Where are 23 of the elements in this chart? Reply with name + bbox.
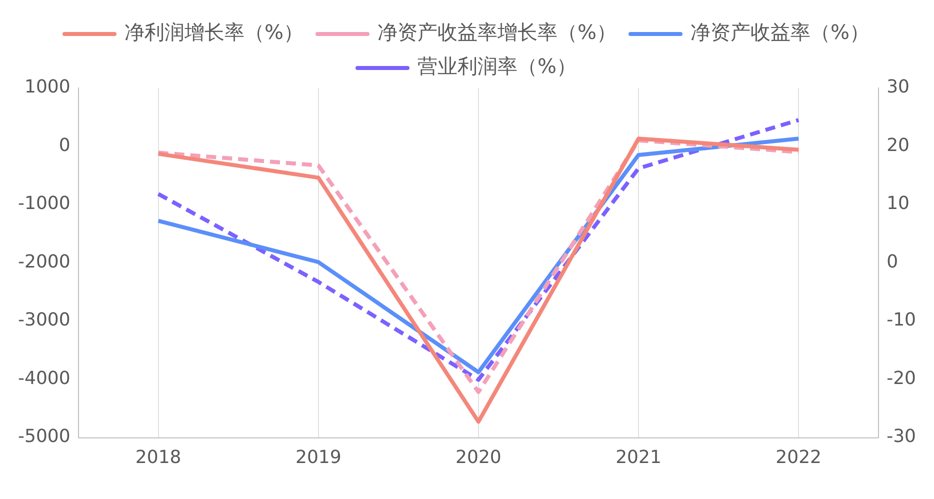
y-tick-label: -1000	[18, 193, 70, 214]
y2-tick-label: 0	[886, 251, 898, 272]
y-tick-label: -4000	[18, 368, 70, 389]
x-tick-label: 2018	[135, 446, 182, 468]
y2-tick-label: 20	[886, 134, 910, 156]
x-tick-label: 2020	[456, 446, 502, 468]
y2-tick-label: -20	[886, 368, 916, 389]
legend-label: 净资产收益率（%）	[690, 20, 870, 44]
y2-tick-label: -10	[886, 310, 916, 331]
y-tick-label: 0	[58, 134, 70, 156]
y2-tick-label: -30	[886, 426, 916, 448]
legend-label: 营业利润率（%）	[418, 54, 577, 78]
y2-tick-label: 10	[886, 193, 910, 214]
y2-tick-label: 30	[886, 76, 910, 98]
y-tick-label: -3000	[18, 310, 70, 331]
y-tick-label: -2000	[18, 251, 70, 272]
x-tick-label: 2022	[776, 446, 822, 468]
y-tick-label: -5000	[18, 426, 70, 448]
x-tick-label: 2021	[616, 446, 662, 468]
legend-label: 净利润增长率（%）	[124, 20, 304, 44]
y-tick-label: 1000	[24, 76, 70, 98]
legend-label: 净资产收益率增长率（%）	[378, 20, 617, 44]
x-tick-label: 2019	[295, 446, 342, 468]
